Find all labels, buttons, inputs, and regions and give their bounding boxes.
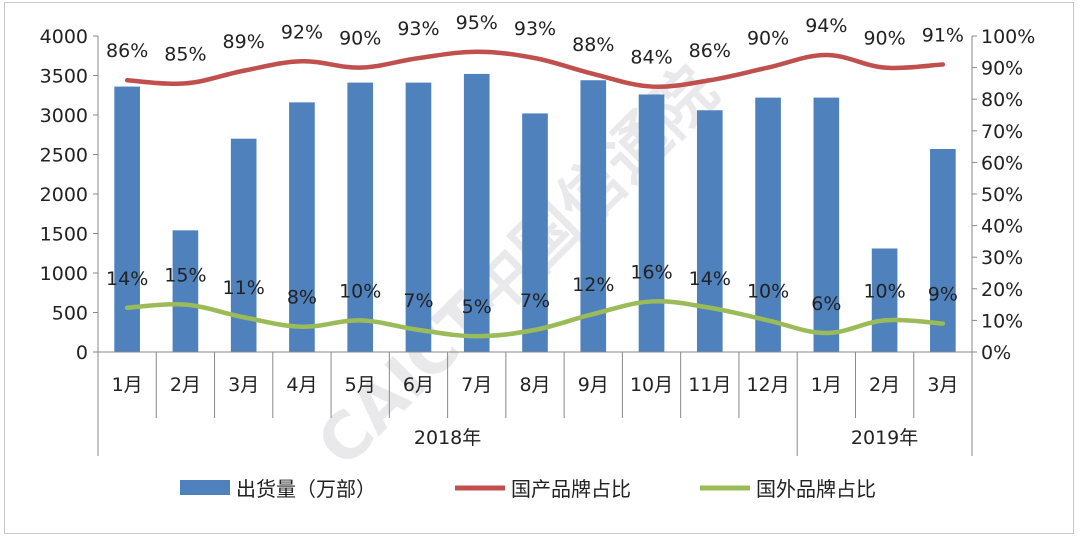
y-right-tick-label: 90% xyxy=(981,58,1023,80)
data-label: 92% xyxy=(281,21,323,43)
x-group-label: 2019年 xyxy=(851,427,918,449)
y-left-tick-label: 4000 xyxy=(40,26,88,48)
y-right-tick-label: 100% xyxy=(981,26,1035,48)
x-tick-label: 2月 xyxy=(170,374,201,396)
bar xyxy=(347,82,374,353)
data-label: 91% xyxy=(922,24,964,46)
bar xyxy=(813,97,840,353)
y-left-tick-label: 1000 xyxy=(40,263,88,285)
data-label: 90% xyxy=(339,28,381,50)
x-tick-label: 4月 xyxy=(286,374,317,396)
y-right-tick-label: 20% xyxy=(981,279,1023,301)
data-label: 15% xyxy=(164,265,206,287)
bar xyxy=(405,82,432,353)
legend-label: 国外品牌占比 xyxy=(756,477,876,501)
bar xyxy=(522,113,548,352)
legend-label: 国产品牌占比 xyxy=(511,477,631,501)
y-left-tick-label: 3500 xyxy=(40,66,88,88)
data-label: 14% xyxy=(106,268,148,290)
x-tick-label: 5月 xyxy=(345,374,376,396)
line-series: 86% 85% 89% 92% 90% 93% 95% 93% 88% 84% 86% 90% 94% 9… xyxy=(106,12,964,339)
domestic-share-line xyxy=(124,49,946,90)
y-left-tick-label: 2000 xyxy=(40,184,88,206)
legend: 出货量（万部） 国产品牌占比 国外品牌占比 xyxy=(180,477,876,501)
data-label: 11% xyxy=(223,277,265,299)
data-label: 7% xyxy=(520,290,550,312)
data-label: 5% xyxy=(462,296,492,318)
data-label: 14% xyxy=(689,268,731,290)
data-label: 12% xyxy=(572,274,614,296)
y-right-tick-label: 10% xyxy=(981,310,1023,332)
data-label: 88% xyxy=(572,34,614,56)
data-label: 9% xyxy=(928,284,958,306)
axes: 0 500 1000 1500 2000 2500 3000 3500 4000 0% 10% 20%… xyxy=(40,26,1035,456)
data-label: 6% xyxy=(811,293,841,315)
data-label: 10% xyxy=(747,280,789,302)
data-label: 90% xyxy=(747,28,789,50)
bar xyxy=(638,94,665,353)
y-left-tick-label: 500 xyxy=(52,303,88,325)
y-right-tick-label: 30% xyxy=(981,247,1023,269)
bar xyxy=(755,97,781,353)
chart-frame xyxy=(4,2,1074,534)
data-label: 10% xyxy=(863,280,905,302)
y-right-tick-label: 80% xyxy=(981,89,1023,111)
bar xyxy=(463,73,490,353)
data-label: 93% xyxy=(514,18,556,40)
x-group-label: 2018年 xyxy=(414,427,481,449)
legend-label: 出货量（万部） xyxy=(236,477,376,501)
data-label: 94% xyxy=(805,15,847,37)
x-tick-label: 2月 xyxy=(869,374,900,396)
x-tick-label: 1月 xyxy=(811,374,842,396)
x-tick-label: 6月 xyxy=(403,374,434,396)
x-tick-label: 3月 xyxy=(228,374,259,396)
y-left-tick-label: 1500 xyxy=(40,224,88,246)
bar xyxy=(289,102,315,352)
bar xyxy=(930,148,956,352)
y-left-tick-label: 0 xyxy=(76,342,88,364)
legend-swatch-bar xyxy=(180,480,230,495)
data-label: 85% xyxy=(164,43,206,65)
x-tick-label: 9月 xyxy=(578,374,609,396)
bar xyxy=(580,80,607,353)
x-tick-label: 10月 xyxy=(630,374,673,396)
data-label: 89% xyxy=(223,31,265,53)
x-tick-label: 3月 xyxy=(927,374,958,396)
bar xyxy=(114,86,140,352)
data-label: 8% xyxy=(287,287,317,309)
bar xyxy=(871,248,898,352)
data-label: 84% xyxy=(630,47,672,69)
x-tick-label: 1月 xyxy=(112,374,143,396)
x-tick-label: 7月 xyxy=(461,374,492,396)
x-tick-label: 11月 xyxy=(688,374,731,396)
data-label: 86% xyxy=(689,40,731,62)
data-label: 10% xyxy=(339,280,381,302)
data-label: 7% xyxy=(403,290,433,312)
bar xyxy=(172,230,199,352)
data-label: 90% xyxy=(863,28,905,50)
y-right-tick-label: 0% xyxy=(981,342,1011,364)
y-left-tick-label: 2500 xyxy=(40,145,88,167)
data-label: 93% xyxy=(397,18,439,40)
bar xyxy=(696,110,723,352)
y-left-tick-label: 3000 xyxy=(40,105,88,127)
data-label: 86% xyxy=(106,40,148,62)
data-label: 95% xyxy=(456,12,498,34)
y-right-tick-label: 60% xyxy=(981,152,1023,174)
x-tick-label: 12月 xyxy=(746,374,789,396)
y-right-tick-label: 70% xyxy=(981,121,1023,143)
data-label: 16% xyxy=(630,261,672,283)
y-right-tick-label: 40% xyxy=(981,216,1023,238)
y-right-tick-label: 50% xyxy=(981,184,1023,206)
x-tick-label: 8月 xyxy=(519,374,550,396)
